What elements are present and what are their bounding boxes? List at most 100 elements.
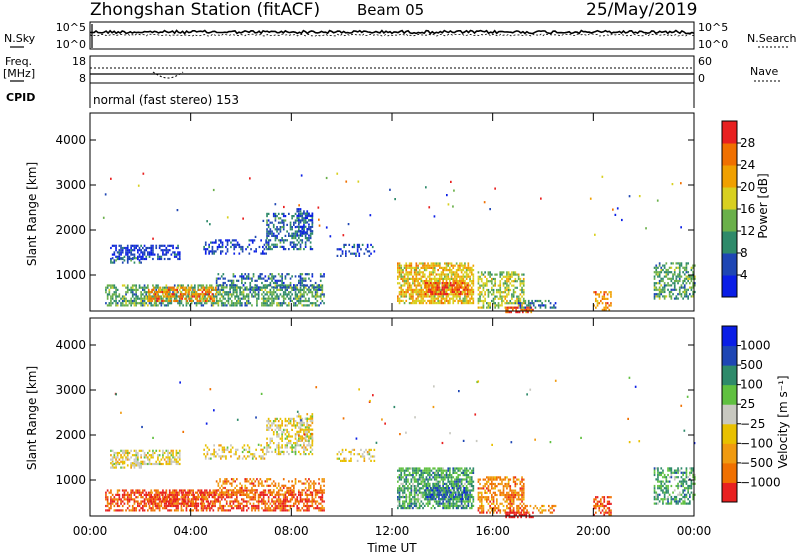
velocity-cell <box>128 504 131 508</box>
velocity-cell <box>116 509 119 512</box>
power-cell <box>143 251 146 254</box>
power-cell <box>277 217 280 220</box>
power-cell <box>544 304 547 307</box>
velocity-cell <box>272 422 275 425</box>
power-cell <box>400 271 403 274</box>
power-cell <box>236 299 238 303</box>
power-cell <box>511 302 513 305</box>
power-cell <box>499 275 502 278</box>
power-cell <box>670 284 673 287</box>
power-cell <box>254 286 257 289</box>
power-cell <box>437 277 439 280</box>
power-cell <box>422 291 424 294</box>
velocity-cell <box>311 413 314 416</box>
power-cell <box>304 284 307 287</box>
velocity-cell <box>316 507 319 510</box>
velocity-cell <box>306 417 309 420</box>
power-cell <box>296 304 299 307</box>
velocity-cell <box>284 493 287 496</box>
power-cell <box>115 293 117 296</box>
power-cell <box>595 291 597 294</box>
power-cell <box>282 226 285 229</box>
power-cell <box>284 275 287 278</box>
velocity-cell <box>309 437 312 440</box>
velocity-cell <box>196 491 199 494</box>
power-cell <box>272 243 275 246</box>
velocity-cell <box>202 500 205 503</box>
power-cell <box>286 239 288 242</box>
velocity-cell <box>185 507 188 510</box>
velocity-cell <box>172 460 174 463</box>
power-cell <box>314 293 317 296</box>
velocity-cell <box>220 455 222 458</box>
velocity-cell <box>116 454 119 457</box>
power-cell <box>118 253 121 256</box>
velocity-cell <box>158 454 161 457</box>
power-cell <box>398 275 401 278</box>
power-cell <box>304 273 307 276</box>
power-cell <box>120 304 122 307</box>
velocity-cell <box>279 417 282 420</box>
velocity-cell <box>105 504 107 508</box>
velocity-cell <box>155 449 158 452</box>
power-cell <box>683 279 686 283</box>
power-cell <box>336 254 339 257</box>
power-cell <box>301 216 304 220</box>
power-cell <box>306 284 309 287</box>
power-cell <box>213 297 215 300</box>
power-cell <box>176 209 179 212</box>
power-cell <box>444 277 446 280</box>
velocity-cell <box>204 457 207 460</box>
power-cell <box>595 293 597 296</box>
velocity-cell <box>185 504 188 508</box>
power-cell <box>299 273 302 276</box>
power-cell <box>467 264 470 267</box>
power-cell <box>516 295 518 298</box>
power-cell <box>269 273 272 276</box>
power-cell <box>450 271 453 274</box>
velocity-cell <box>257 482 260 485</box>
velocity-cell <box>262 509 265 512</box>
power-cell <box>168 257 171 261</box>
velocity-cell <box>314 507 317 510</box>
power-cell <box>318 304 320 307</box>
power-cell <box>432 299 434 302</box>
velocity-cell <box>110 462 112 465</box>
power-cell <box>266 221 268 224</box>
velocity-cell <box>115 464 117 467</box>
power-cell <box>298 241 300 244</box>
power-cell <box>436 286 439 289</box>
velocity-cell <box>197 502 200 505</box>
velocity-cell <box>135 458 137 461</box>
power-cell <box>523 308 526 311</box>
power-cell <box>442 291 444 294</box>
power-cell <box>264 275 267 278</box>
power-cell <box>163 295 165 298</box>
power-cell <box>502 282 505 285</box>
power-cell <box>449 288 452 291</box>
power-cell <box>420 266 423 269</box>
velocity-cell <box>269 426 272 429</box>
power-cell <box>433 277 436 280</box>
velocity-cell <box>323 491 325 494</box>
power-cell <box>225 245 227 249</box>
power-cell <box>237 295 240 298</box>
velocity-cell <box>272 496 275 499</box>
power-cell <box>169 293 172 296</box>
power-cell <box>135 257 137 260</box>
power-cell <box>269 297 272 300</box>
velocity-cell <box>306 413 309 416</box>
power-cell <box>293 241 295 244</box>
power-cell <box>276 234 278 237</box>
power-cell <box>303 279 305 282</box>
power-cell <box>692 271 694 274</box>
power-cell <box>248 239 251 242</box>
power-cell <box>420 271 423 274</box>
power-cell <box>219 277 221 280</box>
power-cell <box>435 277 438 280</box>
power-cell <box>266 228 268 231</box>
power-cell <box>143 253 146 256</box>
velocity-cell <box>249 496 252 499</box>
velocity-cell <box>284 424 287 427</box>
